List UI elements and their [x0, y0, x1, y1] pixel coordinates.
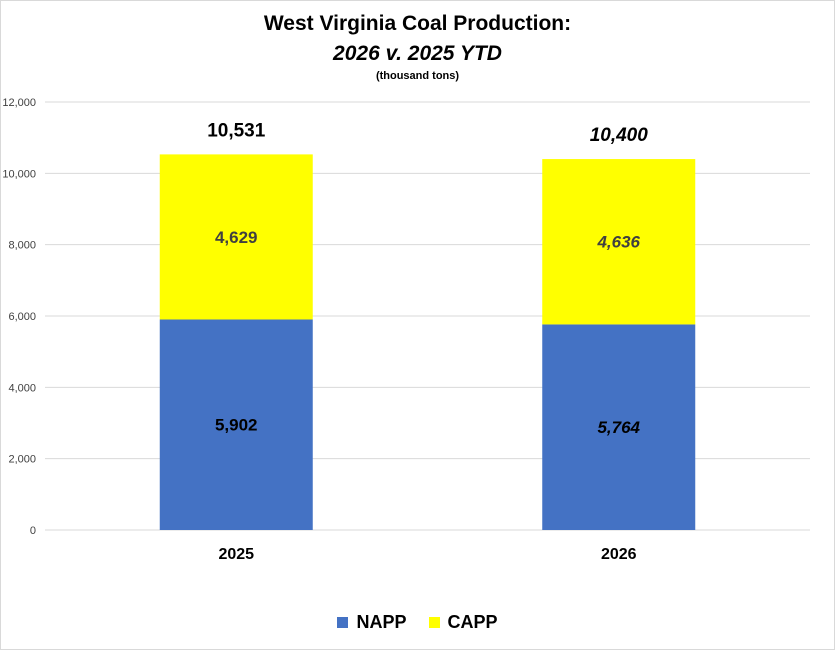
bar-napp-2025 — [159, 319, 313, 530]
bar-napp-2026 — [542, 324, 696, 530]
y-tick-label: 12,000 — [2, 97, 36, 109]
legend-item-napp: NAPP — [337, 612, 407, 633]
x-tick-label: 2025 — [218, 546, 254, 563]
y-tick-label: 6,000 — [8, 311, 36, 323]
y-tick-label: 8,000 — [8, 240, 36, 252]
legend-label-capp: CAPP — [447, 612, 498, 632]
y-tick-label: 4,000 — [8, 382, 36, 394]
legend-swatch-napp — [337, 617, 349, 628]
data-label-napp-2026: 5,764 — [597, 418, 640, 437]
bar-capp-2025 — [159, 154, 313, 320]
data-label-capp-2026: 4,636 — [596, 233, 640, 252]
data-label-napp-2025: 5,902 — [215, 416, 258, 435]
legend-item-capp: CAPP — [428, 612, 498, 633]
total-label-2025: 10,531 — [207, 120, 266, 141]
chart-title: West Virginia Coal Production: — [263, 12, 572, 35]
data-label-capp-2025: 4,629 — [215, 228, 258, 247]
unit-note: (thousand tons) — [375, 70, 460, 82]
y-tick-label: 0 — [30, 525, 36, 537]
bar-capp-2026 — [542, 159, 696, 325]
legend-label-napp: NAPP — [356, 612, 407, 632]
x-tick-label: 2026 — [601, 546, 637, 563]
total-label-2026: 10,400 — [590, 125, 649, 146]
legend-swatch-capp — [428, 617, 440, 628]
legend: NAPP CAPP — [0, 612, 835, 633]
y-tick-label: 10,000 — [2, 168, 36, 180]
chart-subtitle: 2026 v. 2025 YTD — [333, 42, 502, 65]
y-tick-label: 2,000 — [8, 454, 36, 466]
